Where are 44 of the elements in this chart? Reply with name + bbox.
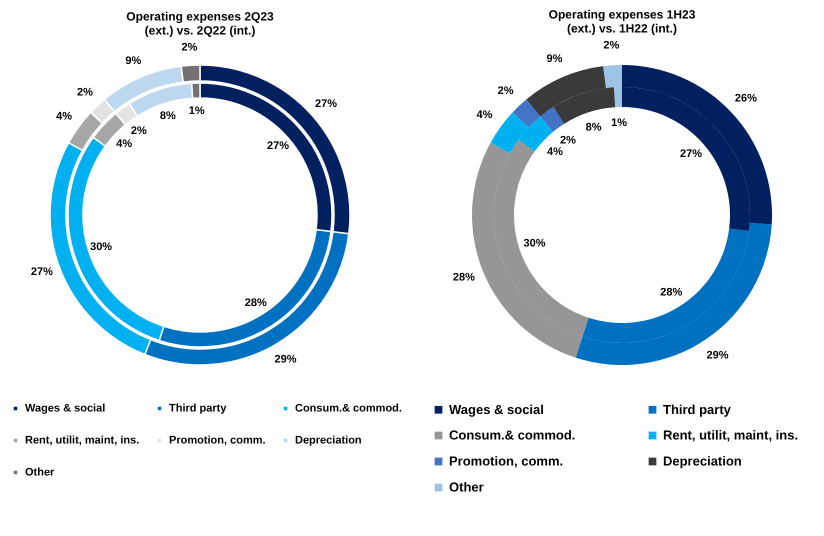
legend-label: Wages & social — [25, 402, 106, 414]
data-label: 2% — [560, 134, 576, 147]
data-label: 30% — [523, 237, 546, 250]
legend-label: Promotion, comm. — [169, 434, 266, 446]
data-label: 28% — [244, 296, 267, 309]
data-label: 2% — [182, 41, 198, 54]
data-label: 8% — [160, 110, 176, 122]
data-label: 29% — [706, 350, 729, 362]
chart-title: Operating expenses 2Q23 (ext.) vs. 2Q22 (int.) — [126, 9, 274, 38]
data-label: 27% — [680, 148, 702, 160]
chart-title: Operating expenses 1H23 (ext.) vs. 1H22 (int.) — [548, 7, 696, 36]
data-label: 29% — [274, 354, 297, 366]
data-label: 9% — [546, 52, 563, 65]
legend-label: Other — [449, 480, 484, 494]
legend-label: Third party — [169, 402, 228, 414]
data-label: 27% — [315, 98, 338, 110]
legend-label: Depreciation — [295, 434, 362, 446]
data-label: 4% — [476, 109, 493, 122]
legend-label: Consum.& commod. — [449, 428, 576, 442]
data-label: 4% — [546, 146, 564, 158]
data-label: 4% — [56, 110, 72, 122]
legend-label: Third party — [663, 402, 732, 417]
data-label: 27% — [266, 140, 290, 152]
data-label: 1% — [611, 117, 628, 130]
legend-label: Wages & social — [449, 402, 544, 417]
data-label: 4% — [116, 138, 132, 150]
legend-label: Consum.& commod. — [295, 402, 402, 414]
data-label: 2% — [130, 124, 148, 137]
legend-label: Rent, utilit, maint, ins. — [25, 434, 140, 446]
data-label: 30% — [90, 241, 112, 254]
legend-label: Other — [25, 466, 56, 478]
data-label: 2% — [603, 39, 620, 52]
data-label: 28% — [452, 272, 476, 284]
legend-label: Rent, utilit, maint, ins. — [663, 428, 798, 442]
data-label: 28% — [660, 286, 683, 299]
data-label: 8% — [586, 122, 602, 134]
data-label: 2% — [498, 85, 514, 98]
data-label: 1% — [188, 105, 205, 118]
data-label: 9% — [125, 54, 142, 67]
legend-label: Depreciation — [663, 454, 742, 468]
data-label: 26% — [734, 92, 758, 105]
data-label: 27% — [30, 266, 54, 278]
data-label: 2% — [77, 86, 94, 99]
legend-label: Promotion, comm. — [449, 454, 564, 468]
